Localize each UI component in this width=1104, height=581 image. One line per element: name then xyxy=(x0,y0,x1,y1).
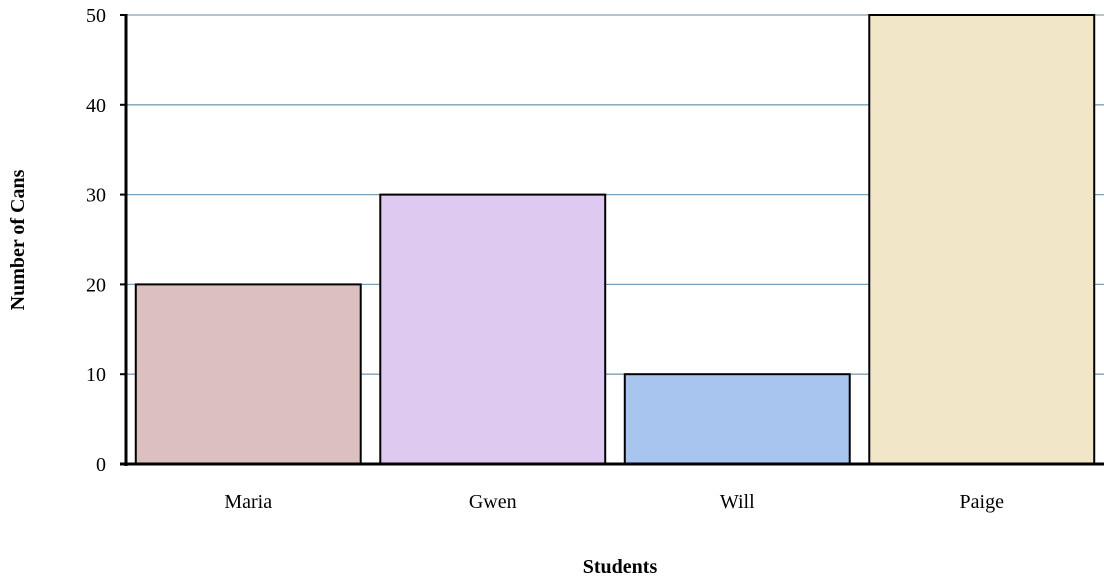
x-tick-label: Maria xyxy=(224,491,272,513)
y-tick-label: 30 xyxy=(86,185,106,207)
y-tick-labels: 0 10 20 30 40 50 xyxy=(86,5,126,476)
y-tick-label: 0 xyxy=(96,454,106,476)
y-tick-label: 50 xyxy=(86,5,106,27)
axes xyxy=(120,14,1104,466)
y-tick-label: 40 xyxy=(86,95,106,117)
bar-gwen xyxy=(379,193,607,465)
x-tick-label: Will xyxy=(720,491,755,513)
bars xyxy=(134,14,1096,466)
x-tick-labels: Maria Gwen Will Paige xyxy=(224,491,1004,513)
y-axis-title: Number of Cans xyxy=(7,169,29,310)
x-axis-title: Students xyxy=(583,556,658,578)
x-tick-label: Gwen xyxy=(469,491,517,513)
y-tick-label: 20 xyxy=(86,274,106,296)
bar-maria xyxy=(134,283,362,465)
x-tick-label: Paige xyxy=(960,491,1005,513)
bar-will xyxy=(623,373,851,466)
bar-paige xyxy=(868,14,1096,465)
y-tick-label: 10 xyxy=(86,364,106,386)
